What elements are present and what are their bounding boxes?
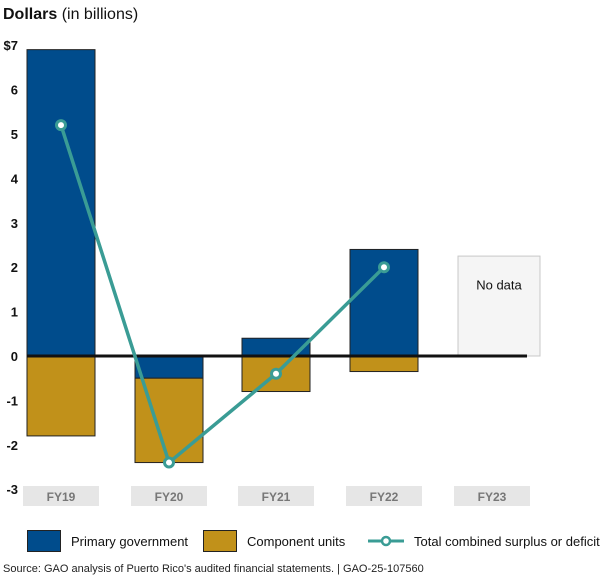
chart-title-units: (in billions)	[61, 6, 139, 23]
legend-item-component: Component units	[203, 530, 345, 552]
y-tick-label: $7	[4, 38, 18, 53]
total-point	[378, 261, 390, 274]
legend-item-primary: Primary government	[27, 530, 188, 552]
bar-primary-government	[241, 337, 311, 357]
total-point	[163, 456, 175, 469]
legend-line-icon	[368, 535, 404, 547]
chart-plot: $7 6 5 4 3 2 1 0 -1 -2 -3 FY19 FY20 FY21 FY22 No data FY…	[4, 38, 541, 506]
legend-label-component: Component units	[247, 533, 346, 549]
no-data-box	[457, 255, 541, 357]
total-point	[270, 367, 282, 380]
source-note: Source: GAO analysis of Puerto Rico's au…	[3, 563, 424, 575]
x-tick-label: FY20	[155, 490, 184, 504]
bar-component-units	[349, 355, 419, 373]
total-point	[55, 119, 67, 132]
x-tick-label: FY19	[47, 490, 76, 504]
x-tick-label: FY21	[262, 490, 291, 504]
legend: Primary government Component units Total…	[0, 530, 600, 560]
x-category-box	[131, 486, 207, 506]
total-line	[59, 124, 386, 466]
x-category-box	[23, 486, 99, 506]
x-category-box	[454, 486, 530, 506]
chart-title-bold: Dollars	[3, 6, 58, 23]
bar-primary-government	[26, 49, 96, 357]
no-data-label: No data	[476, 277, 522, 292]
x-category-box	[238, 486, 314, 506]
x-category-box	[346, 486, 422, 506]
y-tick-label: 4	[11, 171, 19, 186]
y-tick-label: 1	[11, 305, 18, 320]
y-tick-label: 5	[11, 127, 18, 142]
y-tick-label: 2	[11, 260, 18, 275]
y-tick-label: -1	[6, 393, 18, 408]
y-tick-label: 3	[11, 216, 18, 231]
chart-title: Dollars (in billions)	[3, 6, 138, 24]
y-tick-label: -2	[6, 438, 18, 453]
bar-component-units	[26, 355, 96, 437]
y-tick-label: -3	[6, 482, 18, 497]
bar-primary-government	[134, 355, 204, 379]
legend-swatch-primary	[27, 530, 61, 552]
y-tick-label: 6	[11, 83, 18, 98]
x-tick-label: FY23	[478, 490, 507, 504]
x-tick-label: FY22	[370, 490, 399, 504]
legend-label-primary: Primary government	[71, 533, 189, 549]
legend-label-total: Total combined surplus or deficit	[414, 533, 600, 549]
legend-item-total: Total combined surplus or deficit	[366, 530, 600, 552]
y-tick-label: 0	[11, 349, 18, 364]
legend-swatch-component	[203, 530, 237, 552]
